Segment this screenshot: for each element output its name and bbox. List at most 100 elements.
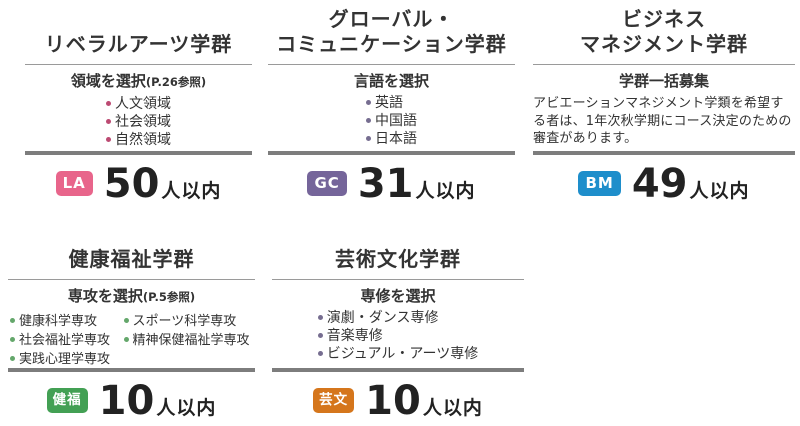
divider-thick	[268, 151, 515, 155]
group-code-badge: BM	[578, 171, 621, 196]
bullet-icon	[10, 337, 15, 342]
bullet-icon	[123, 318, 129, 323]
group-note-text: アビエーションマネジメント学類を希望する者は、1年次秋学期にコース決定のための審…	[533, 96, 792, 146]
option-list: 英語 中国語 日本語	[366, 95, 417, 147]
capacity-row: 芸文 10 人以内	[272, 381, 524, 421]
selection-heading: 領域を選択(P.26参照)	[25, 71, 252, 92]
option-list: 健康科学専攻 社会福祉学専攻 実践心理学専攻 スポーツ科学専攻 精神保健福祉学専…	[10, 312, 255, 369]
group-title: 芸術文化学群	[272, 226, 524, 279]
group-code-badge: LA	[55, 171, 93, 196]
group-title: ビジネス マネジメント学群	[533, 6, 795, 64]
option-label: ビジュアル・アーツ専修	[326, 346, 479, 362]
option-label: スポーツ科学専攻	[132, 314, 237, 329]
group-code-badge: GC	[307, 171, 347, 196]
selection-heading-text: 学群一括募集	[618, 72, 709, 90]
option-list: 演劇・ダンス専修 音楽専修 ビジュアル・アーツ専修	[317, 310, 479, 362]
option-item: 中国語	[366, 113, 417, 129]
capacity-number: 10	[365, 377, 421, 424]
bullet-icon	[366, 100, 371, 105]
capacity-suffix: 人以内	[161, 179, 222, 202]
group-content: 言語を選択 英語 中国語 日本語	[268, 65, 515, 151]
capacity-suffix: 人以内	[422, 396, 483, 419]
option-label: 音楽専修	[326, 328, 383, 344]
group-code-badge: 芸文	[313, 388, 355, 413]
capacity: 50 人以内	[104, 164, 222, 204]
divider-thin	[268, 64, 515, 65]
selection-heading-text: 専攻を選択	[67, 287, 143, 305]
option-label: 精神保健福祉学専攻	[132, 333, 250, 348]
selection-heading: 専攻を選択(P.5参照)	[8, 286, 255, 307]
divider-thick	[8, 368, 255, 372]
divider-thick	[25, 151, 252, 155]
group-card-arts-culture: 芸術文化学群 専修を選択 演劇・ダンス専修 音楽専修 ビジュアル・アーツ専修 芸…	[272, 226, 524, 421]
group-title: リベラルアーツ学群	[25, 6, 252, 64]
divider-thick	[272, 368, 524, 372]
capacity-number: 49	[631, 160, 688, 207]
group-title-line: 健康福祉学群	[68, 247, 195, 271]
option-label: 自然領域	[115, 132, 171, 148]
group-title-line: マネジメント学群	[580, 32, 748, 56]
group-card-health-welfare: 健康福祉学群 専攻を選択(P.5参照) 健康科学専攻 社会福祉学専攻 実践心理学…	[8, 226, 255, 421]
selection-heading-text: 領域を選択	[70, 72, 146, 90]
bullet-icon	[106, 137, 111, 142]
group-content: 専修を選択 演劇・ダンス専修 音楽専修 ビジュアル・アーツ専修	[272, 280, 524, 368]
capacity-number: 50	[103, 160, 160, 207]
option-item: 社会領域	[106, 114, 171, 130]
capacity: 31 人以内	[358, 164, 476, 204]
option-item: 音楽専修	[317, 328, 478, 344]
group-title: グローバル・ コミュニケーション学群	[268, 6, 515, 64]
option-list: 人文領域 社会領域 自然領域	[106, 96, 171, 148]
selection-heading: 言語を選択	[268, 71, 515, 91]
capacity-row: BM 49 人以内	[533, 164, 795, 204]
group-card-global-communication: グローバル・ コミュニケーション学群 言語を選択 英語 中国語 日本語 GC 3…	[268, 6, 515, 204]
option-label: 人文領域	[115, 96, 171, 112]
capacity: 49 人以内	[632, 164, 750, 204]
group-content: 専攻を選択(P.5参照) 健康科学専攻 社会福祉学専攻 実践心理学専攻 スポーツ…	[8, 280, 255, 368]
option-label: 社会領域	[115, 114, 171, 130]
group-content: 領域を選択(P.26参照) 人文領域 社会領域 自然領域	[25, 65, 252, 151]
bullet-icon	[317, 351, 323, 356]
group-title: 健康福祉学群	[8, 226, 255, 279]
group-title-line: コミュニケーション学群	[276, 32, 507, 56]
bullet-icon	[106, 119, 111, 124]
option-label: 健康科学専攻	[19, 314, 98, 329]
group-card-business-management: ビジネス マネジメント学群 学群一括募集 アビエーションマネジメント学類を希望す…	[533, 6, 795, 204]
group-title-line: ビジネス	[622, 7, 706, 31]
bullet-icon	[106, 101, 111, 106]
bullet-icon	[317, 333, 323, 338]
option-label: 実践心理学専攻	[19, 352, 111, 367]
option-item: 健康科学専攻	[10, 314, 116, 329]
group-title-line: グローバル・	[328, 7, 455, 31]
option-label: 演劇・ダンス専修	[326, 310, 439, 326]
divider-thick	[533, 151, 795, 155]
option-item: 自然領域	[106, 132, 171, 148]
option-item: スポーツ科学専攻	[123, 314, 256, 329]
option-item: 精神保健福祉学専攻	[123, 333, 256, 348]
capacity-row: GC 31 人以内	[268, 164, 515, 204]
option-label: 日本語	[375, 131, 417, 147]
divider-thin	[8, 279, 255, 280]
selection-heading: 専修を選択	[272, 286, 524, 306]
divider-thin	[533, 64, 795, 65]
group-title-line: リベラルアーツ学群	[44, 32, 233, 56]
option-item: 演劇・ダンス専修	[317, 310, 478, 326]
bullet-icon	[366, 136, 371, 141]
capacity-number: 10	[98, 377, 155, 424]
option-item: 実践心理学専攻	[10, 352, 116, 367]
selection-heading: 学群一括募集	[533, 71, 795, 91]
option-item: ビジュアル・アーツ専修	[317, 346, 479, 362]
option-label: 社会福祉学専攻	[19, 333, 111, 348]
capacity-suffix: 人以内	[689, 179, 750, 202]
selection-heading-text: 言語を選択	[353, 72, 429, 90]
capacity-row: LA 50 人以内	[25, 164, 252, 204]
capacity-number: 31	[357, 160, 414, 207]
group-code-badge: 健福	[46, 388, 88, 413]
option-item: 英語	[366, 95, 417, 111]
bullet-icon	[317, 315, 323, 320]
option-label: 英語	[375, 95, 403, 111]
option-item: 日本語	[366, 131, 417, 147]
capacity-row: 健福 10 人以内	[8, 381, 255, 421]
group-title-line: 芸術文化学群	[335, 247, 461, 271]
option-item: 社会福祉学専攻	[10, 333, 116, 348]
